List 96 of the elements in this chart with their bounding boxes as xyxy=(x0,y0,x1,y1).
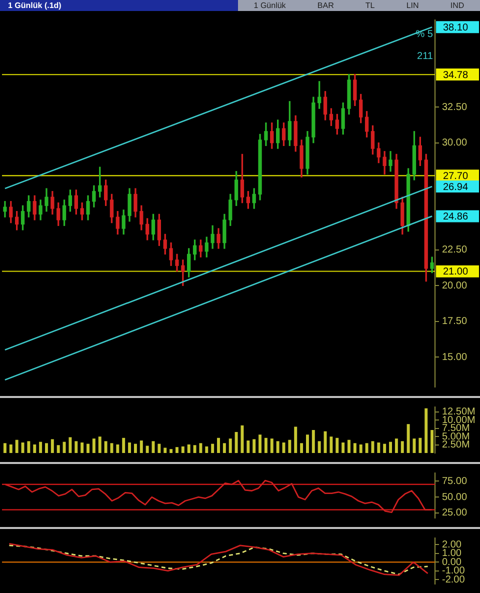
text: LIN xyxy=(406,0,419,11)
bar xyxy=(128,442,132,453)
bar xyxy=(27,441,30,453)
bar xyxy=(122,438,126,453)
bar xyxy=(39,442,42,453)
bar xyxy=(306,434,309,453)
ref-line-label: 27.70 xyxy=(443,170,468,182)
bar xyxy=(92,438,96,453)
text: TL xyxy=(365,0,375,11)
bar xyxy=(424,408,428,453)
bar xyxy=(86,444,90,453)
bar xyxy=(80,442,84,453)
bar xyxy=(270,438,274,453)
bar xyxy=(211,444,214,453)
bar xyxy=(276,441,280,453)
bar xyxy=(234,432,238,453)
y-tick-label: 32.50 xyxy=(442,102,468,113)
bar xyxy=(181,446,184,453)
bar xyxy=(324,431,327,453)
bar xyxy=(348,440,350,453)
bar xyxy=(258,434,262,453)
bar xyxy=(3,443,6,453)
y-tick-label: 17.50 xyxy=(442,316,468,328)
y-tick-label: 25.00 xyxy=(442,508,468,519)
y-tick-label: 2.00 xyxy=(442,539,462,550)
bar xyxy=(377,442,380,453)
bar xyxy=(9,444,12,453)
bar xyxy=(383,444,386,453)
bar xyxy=(158,444,161,453)
bar xyxy=(98,436,102,453)
bar xyxy=(294,426,298,453)
bar xyxy=(336,438,339,453)
bar xyxy=(389,442,392,453)
ref-line-label: 21.00 xyxy=(443,266,468,278)
bar xyxy=(62,442,66,453)
bar xyxy=(252,439,256,453)
y-tick-label: -2.00 xyxy=(442,574,466,586)
bar xyxy=(365,443,368,453)
bar xyxy=(15,440,18,453)
text: 1 Günlük xyxy=(254,0,286,11)
bar xyxy=(217,438,220,453)
bar xyxy=(175,447,178,453)
data-label: 38.10 xyxy=(443,22,468,34)
bar xyxy=(170,449,173,453)
bar xyxy=(264,438,268,453)
bar xyxy=(193,445,196,453)
y-tick-label: 1.00 xyxy=(442,548,462,560)
bar xyxy=(300,443,304,453)
bar xyxy=(418,438,422,453)
bar xyxy=(74,441,78,453)
y-tick-label: 20.00 xyxy=(442,280,468,292)
bar xyxy=(116,444,120,453)
y-tick-label: 0.00 xyxy=(442,556,462,568)
bar xyxy=(353,443,356,453)
bar xyxy=(288,440,292,453)
y-tick-label: -1.00 xyxy=(442,566,466,577)
bar xyxy=(359,444,362,453)
bar xyxy=(222,443,226,453)
bar xyxy=(199,443,202,453)
bar xyxy=(104,441,108,453)
y-tick-label: 30.00 xyxy=(442,138,468,149)
bar xyxy=(56,445,60,453)
bar xyxy=(45,443,48,453)
text: BAR xyxy=(317,0,334,11)
bar xyxy=(50,439,54,453)
y-tick-label: 15.00 xyxy=(442,352,468,363)
bar xyxy=(146,446,149,453)
bar xyxy=(68,437,72,453)
ref-line-label: 34.78 xyxy=(443,70,468,81)
bar xyxy=(134,444,137,453)
bar xyxy=(33,444,36,453)
bar xyxy=(312,430,315,453)
data-label: 24.86 xyxy=(443,211,468,222)
bar xyxy=(371,441,374,453)
bar xyxy=(394,438,398,453)
bar xyxy=(330,436,333,453)
bar xyxy=(140,440,143,453)
annotation: 211 xyxy=(417,50,434,62)
y-tick-label: 75.00 xyxy=(442,476,468,487)
bar xyxy=(430,430,434,453)
bar xyxy=(164,448,167,453)
chart-title: 1 Günlük (.1d) xyxy=(0,0,238,11)
y-tick-label: 22.50 xyxy=(442,244,468,256)
bar xyxy=(318,441,321,453)
bar xyxy=(246,440,250,453)
data-label: 26.94 xyxy=(443,182,468,193)
bar xyxy=(187,444,190,453)
y-tick-label: 50.00 xyxy=(442,492,468,503)
y-tick-label: 2.50M xyxy=(442,440,470,451)
bar xyxy=(342,442,345,453)
bar xyxy=(240,425,244,453)
bar xyxy=(406,424,410,453)
bar xyxy=(228,438,232,453)
bar xyxy=(205,446,208,453)
text: IND xyxy=(450,0,464,11)
bar xyxy=(400,441,404,453)
